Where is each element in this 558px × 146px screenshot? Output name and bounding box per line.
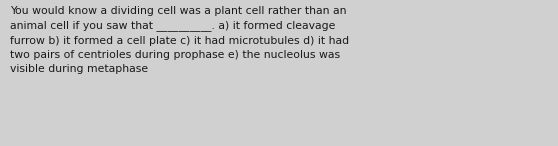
Text: You would know a dividing cell was a plant cell rather than an
animal cell if yo: You would know a dividing cell was a pla… — [10, 6, 349, 74]
